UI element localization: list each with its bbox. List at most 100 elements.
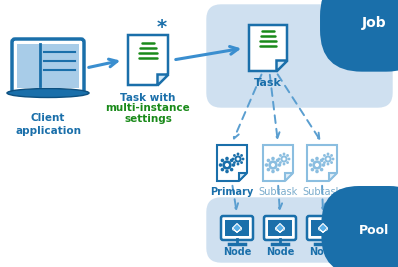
Circle shape	[315, 163, 319, 167]
Text: Job: Job	[362, 16, 386, 30]
Circle shape	[219, 163, 222, 167]
Circle shape	[312, 160, 322, 170]
FancyBboxPatch shape	[221, 216, 253, 240]
Text: Client
application: Client application	[15, 113, 81, 136]
Circle shape	[240, 161, 243, 164]
Circle shape	[327, 163, 330, 166]
Circle shape	[283, 158, 285, 160]
Circle shape	[320, 159, 324, 162]
Circle shape	[332, 158, 334, 160]
Circle shape	[236, 163, 240, 166]
Text: multi-instance: multi-instance	[105, 103, 190, 113]
Polygon shape	[275, 223, 285, 233]
Circle shape	[276, 168, 279, 171]
Text: *: *	[157, 18, 167, 37]
Circle shape	[322, 163, 325, 167]
Circle shape	[233, 154, 236, 157]
Circle shape	[323, 154, 326, 157]
Circle shape	[234, 155, 242, 163]
Circle shape	[265, 163, 268, 167]
Circle shape	[310, 168, 314, 171]
Circle shape	[242, 158, 244, 160]
Circle shape	[230, 168, 233, 171]
Circle shape	[330, 161, 333, 164]
Circle shape	[271, 170, 275, 173]
Polygon shape	[318, 228, 323, 233]
Circle shape	[222, 160, 232, 170]
Circle shape	[315, 157, 319, 160]
Polygon shape	[285, 172, 293, 181]
Polygon shape	[307, 145, 337, 181]
Polygon shape	[323, 228, 328, 233]
Circle shape	[320, 168, 324, 171]
Circle shape	[315, 170, 319, 173]
FancyBboxPatch shape	[207, 198, 392, 262]
Circle shape	[310, 159, 314, 162]
Polygon shape	[318, 223, 328, 233]
Circle shape	[277, 158, 280, 160]
Text: Node: Node	[223, 247, 251, 257]
Circle shape	[268, 160, 278, 170]
Circle shape	[236, 152, 240, 155]
Polygon shape	[249, 25, 287, 71]
Text: Node: Node	[266, 247, 294, 257]
FancyBboxPatch shape	[264, 216, 296, 240]
Text: Pool: Pool	[359, 223, 389, 237]
Circle shape	[279, 161, 282, 164]
Circle shape	[286, 154, 289, 157]
Text: Task with: Task with	[120, 93, 176, 103]
Circle shape	[330, 154, 333, 157]
Text: Task: Task	[254, 78, 282, 88]
Circle shape	[271, 163, 275, 167]
Polygon shape	[276, 60, 287, 71]
FancyBboxPatch shape	[207, 5, 392, 107]
Circle shape	[309, 163, 312, 167]
Circle shape	[225, 157, 229, 160]
Text: Primary: Primary	[211, 187, 254, 197]
Polygon shape	[275, 228, 280, 233]
Circle shape	[283, 152, 285, 155]
Circle shape	[232, 163, 235, 167]
Circle shape	[232, 158, 234, 160]
Circle shape	[225, 163, 229, 167]
Polygon shape	[232, 223, 242, 233]
Polygon shape	[238, 172, 247, 181]
Circle shape	[288, 158, 291, 160]
Polygon shape	[157, 74, 168, 85]
Circle shape	[236, 158, 240, 160]
Polygon shape	[217, 145, 247, 181]
Circle shape	[326, 158, 330, 160]
Text: Node: Node	[309, 247, 337, 257]
Text: settings: settings	[124, 114, 172, 124]
Circle shape	[286, 161, 289, 164]
Circle shape	[220, 168, 224, 171]
Circle shape	[230, 159, 233, 162]
Polygon shape	[329, 172, 337, 181]
Polygon shape	[237, 228, 242, 233]
Text: Subtask: Subtask	[258, 187, 298, 197]
FancyBboxPatch shape	[268, 220, 292, 236]
FancyBboxPatch shape	[307, 216, 339, 240]
Circle shape	[327, 152, 330, 155]
Text: Subtask: Subtask	[302, 187, 341, 197]
Ellipse shape	[7, 88, 89, 97]
Circle shape	[267, 168, 270, 171]
Circle shape	[267, 159, 270, 162]
Circle shape	[322, 158, 324, 160]
Circle shape	[323, 161, 326, 164]
Circle shape	[280, 155, 288, 163]
Circle shape	[324, 155, 332, 163]
Circle shape	[278, 163, 281, 167]
Circle shape	[283, 163, 285, 166]
FancyBboxPatch shape	[225, 220, 249, 236]
Polygon shape	[280, 228, 285, 233]
Circle shape	[220, 159, 224, 162]
FancyBboxPatch shape	[12, 39, 84, 93]
Polygon shape	[232, 228, 237, 233]
Circle shape	[279, 154, 282, 157]
Circle shape	[233, 161, 236, 164]
Circle shape	[225, 170, 229, 173]
Circle shape	[276, 159, 279, 162]
FancyBboxPatch shape	[17, 44, 79, 88]
Polygon shape	[128, 35, 168, 85]
